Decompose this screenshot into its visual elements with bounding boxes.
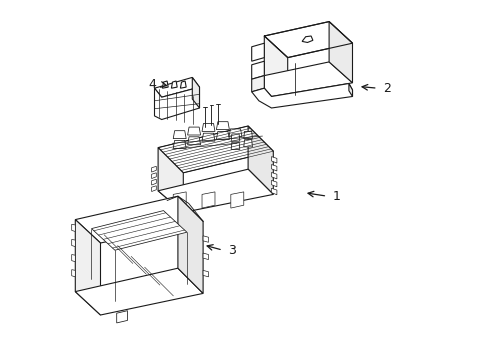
Polygon shape [230,192,244,208]
Polygon shape [203,270,208,277]
Polygon shape [264,62,352,96]
Polygon shape [271,180,276,187]
Polygon shape [154,77,199,97]
Polygon shape [72,239,75,247]
Polygon shape [75,268,203,315]
Polygon shape [271,165,276,171]
Polygon shape [154,87,199,120]
Polygon shape [187,127,200,135]
Polygon shape [178,196,203,293]
Polygon shape [302,36,312,42]
Polygon shape [173,140,186,148]
Polygon shape [271,157,276,163]
Polygon shape [151,173,156,179]
Polygon shape [171,81,177,88]
Polygon shape [231,134,239,141]
Polygon shape [202,123,215,131]
Polygon shape [251,84,352,108]
Polygon shape [151,179,156,185]
Polygon shape [348,84,352,96]
Polygon shape [251,43,264,61]
Polygon shape [264,22,352,58]
Polygon shape [173,192,186,208]
Polygon shape [158,148,183,212]
Polygon shape [244,140,252,147]
Polygon shape [72,270,75,277]
Polygon shape [264,36,287,81]
Polygon shape [216,122,229,130]
Polygon shape [75,196,203,243]
Polygon shape [328,22,352,83]
Polygon shape [271,188,276,195]
Polygon shape [202,192,215,208]
Polygon shape [247,126,273,194]
Polygon shape [173,131,186,139]
Text: 2: 2 [382,82,390,95]
Text: 1: 1 [332,190,340,203]
Polygon shape [72,255,75,262]
Polygon shape [158,126,273,173]
Polygon shape [72,224,75,231]
Polygon shape [180,81,186,88]
Polygon shape [162,81,168,88]
Polygon shape [91,211,186,250]
Polygon shape [244,131,252,139]
Polygon shape [271,172,276,179]
Polygon shape [151,186,156,192]
Polygon shape [203,253,208,260]
Polygon shape [251,61,264,79]
Polygon shape [151,166,156,172]
Polygon shape [216,131,229,139]
Polygon shape [75,220,101,315]
Polygon shape [187,137,200,145]
Text: 4: 4 [148,78,156,91]
Polygon shape [202,133,215,141]
Polygon shape [192,77,199,108]
Polygon shape [228,129,242,137]
Polygon shape [158,169,273,212]
Polygon shape [203,236,208,242]
Polygon shape [231,142,239,149]
Text: 3: 3 [227,244,235,257]
Polygon shape [117,311,127,323]
Polygon shape [251,76,264,92]
